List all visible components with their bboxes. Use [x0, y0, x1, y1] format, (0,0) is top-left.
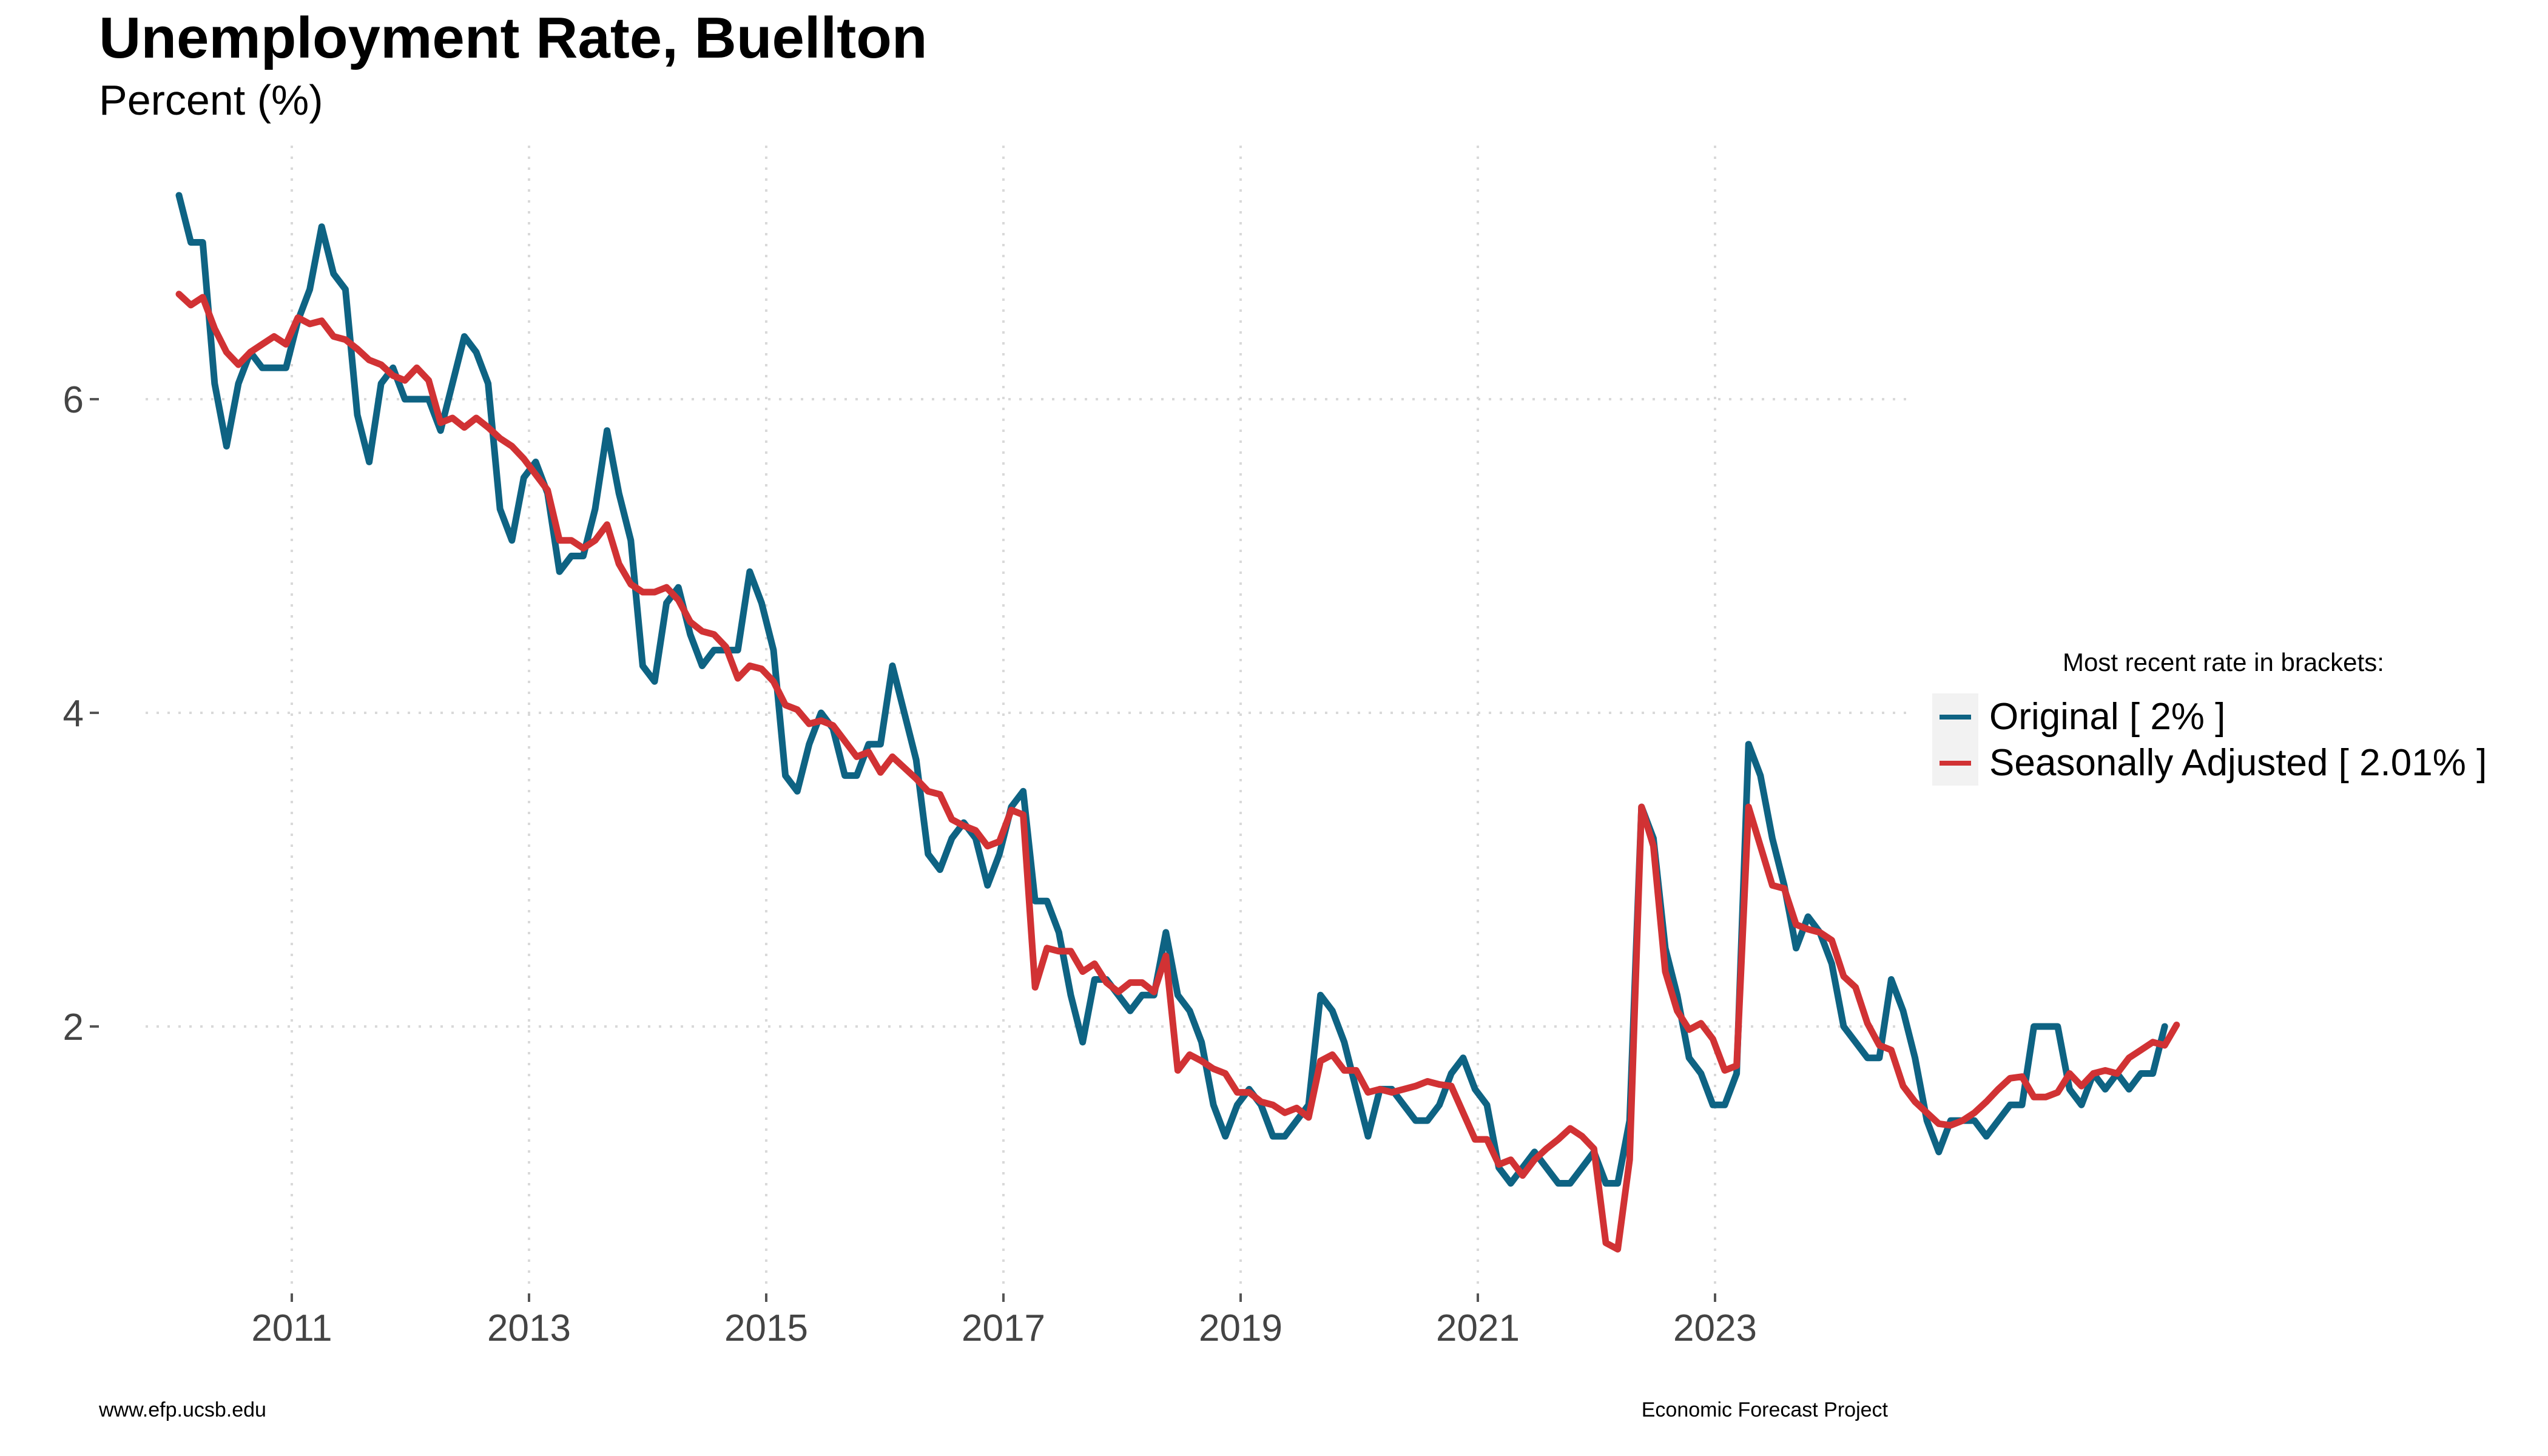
legend-title: Most recent rate in brackets:: [2063, 648, 2384, 676]
y-tick-label: 6: [63, 379, 84, 421]
series-lines: [175, 192, 2180, 1253]
legend-item-seasonally-adjusted: Seasonally Adjusted [ 2.01% ]: [1932, 740, 2487, 786]
footer-credit: Economic Forecast Project: [1641, 1398, 1888, 1421]
legend-key-seasonally-adjusted: [1932, 740, 1978, 786]
y-axis: 2 4 6: [63, 379, 99, 1048]
legend-item-original: Original [ 2% ]: [1932, 693, 2225, 740]
legend-label-seasonally-adjusted: Seasonally Adjusted [ 2.01% ]: [1989, 741, 2487, 784]
x-tick-label: 2019: [1199, 1307, 1282, 1349]
legend-label-original: Original [ 2% ]: [1989, 695, 2226, 738]
x-tick-label: 2017: [962, 1307, 1045, 1349]
x-tick-label: 2013: [487, 1307, 571, 1349]
series-line-original: [175, 192, 2168, 1187]
x-tick-label: 2021: [1436, 1307, 1520, 1349]
x-tick-label: 2023: [1673, 1307, 1757, 1349]
legend-key-original: [1932, 693, 1978, 740]
chart-subtitle: Percent (%): [99, 76, 323, 124]
x-tick-label: 2015: [724, 1307, 808, 1349]
x-axis: 2011 2013 2015 2017 2019 2021 2023: [251, 1293, 1757, 1349]
chart-title: Unemployment Rate, Buellton: [99, 5, 928, 70]
line-chart: 2 4 6 2011 2013 2015 2017 2019 2021 2023: [63, 146, 2180, 1349]
footer-source-url: www.efp.ucsb.edu: [99, 1398, 266, 1421]
y-tick-label: 4: [63, 693, 84, 735]
x-tick-label: 2011: [251, 1307, 332, 1349]
y-tick-label: 2: [63, 1006, 84, 1048]
series-line-seasonally-adjusted: [175, 291, 2180, 1253]
grid-lines: [146, 146, 1911, 1292]
